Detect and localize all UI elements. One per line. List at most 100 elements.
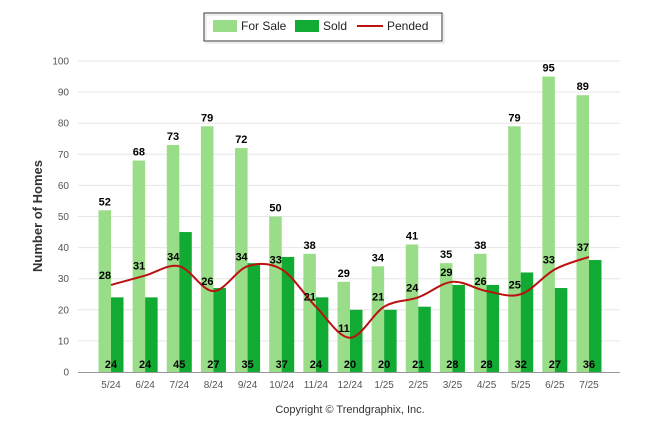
pended-line-path: [110, 255, 590, 339]
pended-line: [110, 255, 590, 339]
y-tick-label: 90: [58, 88, 70, 99]
data-label-for-sale: 29: [338, 268, 350, 280]
bar-sold: [179, 232, 192, 372]
legend-label-for-sale: For Sale: [241, 19, 287, 33]
bar-sold: [111, 297, 124, 372]
x-tick-label: 10/24: [269, 380, 294, 391]
x-tick-label: 4/25: [477, 380, 497, 391]
bar-sold: [486, 284, 500, 372]
y-tick-label: 60: [58, 181, 70, 192]
x-tick-label: 2/25: [409, 380, 429, 391]
data-label-pended: 33: [543, 254, 555, 266]
data-label-pended: 11: [338, 323, 350, 335]
y-tick-label: 0: [63, 368, 69, 379]
data-label-sold: 28: [480, 359, 492, 371]
legend-box: [203, 12, 443, 42]
y-tick-label: 30: [58, 274, 70, 285]
bar-sold: [281, 256, 295, 372]
x-tick-label: 7/25: [579, 380, 599, 391]
data-label-pended: 25: [509, 279, 521, 291]
data-label-sold: 21: [412, 359, 424, 371]
x-tick-label: 3/25: [443, 380, 463, 391]
data-label-for-sale: 38: [474, 240, 486, 252]
copyright-text: Copyright © Trendgraphix, Inc.: [275, 404, 424, 416]
data-label-for-sale: 52: [99, 196, 111, 208]
bar-for-sale: [337, 281, 350, 372]
data-label-for-sale: 95: [542, 63, 554, 75]
bar-for-sale: [474, 253, 487, 372]
legend-swatch-sold: [295, 20, 319, 32]
data-label-for-sale: 89: [577, 81, 589, 93]
y-tick-label: 100: [52, 57, 69, 68]
bar-sold: [145, 297, 158, 372]
y-tick-label: 40: [58, 243, 70, 254]
x-tick-label: 11/24: [304, 380, 329, 391]
bar-sold: [520, 272, 534, 372]
bar-for-sale: [200, 126, 214, 372]
bars: [98, 76, 602, 373]
y-tick-label: 10: [58, 336, 70, 347]
bar-for-sale: [98, 210, 111, 372]
legend-label-pended: Pended: [387, 19, 428, 33]
x-tick-label: 1/25: [374, 380, 394, 391]
bar-sold: [384, 309, 397, 372]
y-axis-label: Number of Homes: [30, 160, 45, 272]
x-tick-label: 12/24: [337, 380, 362, 391]
bar-for-sale: [405, 244, 419, 372]
data-label-pended: 31: [133, 261, 145, 273]
data-labels: 52 24 28 68 24 31 73 45 34 79 27 26 72 35 34 50 37 33 38 24…: [99, 63, 596, 371]
data-label-for-sale: 68: [133, 147, 145, 159]
bar-sold: [418, 306, 431, 372]
bar-for-sale: [166, 144, 180, 372]
data-label-sold: 24: [310, 359, 323, 371]
bar-for-sale: [508, 126, 521, 372]
bar-for-sale: [132, 160, 146, 372]
x-tick-label: 7/24: [170, 380, 190, 391]
legend-swatch-for-sale: [213, 20, 237, 32]
data-label-for-sale: 72: [235, 134, 247, 146]
data-label-for-sale: 73: [167, 131, 179, 143]
data-label-pended: 37: [577, 242, 589, 254]
y-tick-label: 70: [58, 150, 70, 161]
bar-for-sale: [576, 95, 589, 373]
data-label-for-sale: 79: [201, 112, 213, 124]
bar-for-sale: [542, 76, 555, 373]
data-label-sold: 35: [241, 359, 253, 371]
data-label-pended: 26: [201, 276, 213, 288]
y-tick-labels: 0 10 20 30 40 50 60 70 80 90 100: [52, 57, 69, 379]
data-label-for-sale: 35: [440, 249, 452, 261]
data-label-sold: 45: [173, 359, 185, 371]
data-label-sold: 28: [446, 359, 458, 371]
data-label-sold: 36: [583, 359, 595, 371]
bar-sold: [554, 288, 568, 372]
data-label-sold: 32: [515, 359, 527, 371]
data-label-pended: 21: [372, 292, 384, 304]
bar-for-sale: [303, 253, 316, 372]
data-label-sold: 27: [207, 359, 219, 371]
bar-sold: [589, 260, 602, 372]
y-tick-label: 50: [58, 212, 70, 223]
data-label-pended: 28: [99, 270, 111, 282]
data-label-for-sale: 41: [406, 230, 418, 242]
x-tick-label: 6/25: [545, 380, 565, 391]
data-label-for-sale: 79: [508, 112, 520, 124]
legend-label-sold: Sold: [323, 19, 347, 33]
data-label-sold: 20: [344, 359, 356, 371]
bar-sold: [247, 263, 261, 372]
data-label-pended: 34: [235, 251, 248, 263]
bar-sold: [350, 309, 363, 372]
data-label-sold: 20: [378, 359, 390, 371]
data-label-pended: 21: [304, 292, 316, 304]
bar-sold: [452, 284, 465, 372]
data-label-pended: 34: [167, 251, 180, 263]
data-label-sold: 37: [276, 359, 288, 371]
bar-for-sale: [439, 263, 453, 372]
x-tick-labels: 5/24 6/24 7/24 8/24 9/24 10/24 11/24 12/24 1/25 2…: [101, 380, 599, 391]
legend: For Sale Sold Pended: [203, 12, 445, 44]
data-label-pended: 29: [440, 267, 452, 279]
y-tick-label: 20: [58, 305, 70, 316]
data-label-sold: 27: [549, 359, 561, 371]
x-tick-label: 8/24: [204, 380, 224, 391]
bar-sold: [213, 288, 226, 372]
